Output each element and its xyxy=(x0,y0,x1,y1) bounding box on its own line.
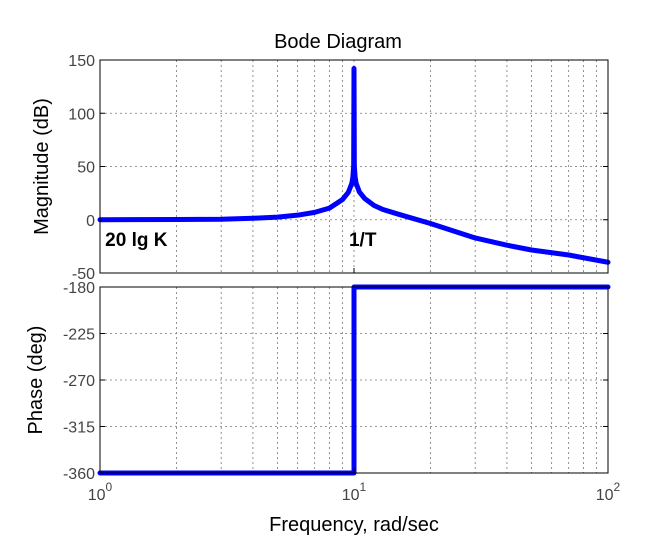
x-axis-label: Frequency, rad/sec xyxy=(269,514,439,535)
ph-y-tick-label: -315 xyxy=(63,420,95,437)
annotation-label: 1/T xyxy=(349,230,377,251)
x-tick-base: 10 xyxy=(596,487,614,504)
magnitude-annotations: 20 lg K 1/T xyxy=(105,230,377,251)
ph-y-tick-label: -360 xyxy=(63,466,95,483)
ph-y-tick-label: -225 xyxy=(63,327,95,344)
magnitude-series xyxy=(97,66,611,265)
x-axis-ticks: 100 101 102 xyxy=(88,268,621,504)
mag-y-tick-label: 150 xyxy=(68,53,95,70)
x-tick-exponent: 0 xyxy=(106,480,113,494)
x-tick-base: 10 xyxy=(342,487,360,504)
magnitude-grid xyxy=(100,60,608,273)
chart-title: Bode Diagram xyxy=(274,31,402,53)
phase-panel: -180 -225 -270 -315 -360 Phase (deg) xyxy=(25,280,611,483)
x-tick-label: 100 xyxy=(88,480,113,504)
mag-y-tick-label: -50 xyxy=(72,266,95,283)
x-tick-exponent: 1 xyxy=(360,480,367,494)
ph-y-tick-label: -270 xyxy=(63,373,95,390)
x-tick-label: 101 xyxy=(342,480,367,504)
mag-y-tick-label: 100 xyxy=(68,106,95,123)
magnitude-panel: 150 100 50 0 -50 20 lg K 1/T Magnitude (dB) xyxy=(31,53,611,283)
phase-y-axis-label: Phase (deg) xyxy=(25,326,47,435)
magnitude-y-ticks: 150 100 50 0 -50 xyxy=(68,53,608,283)
phase-y-ticks: -180 -225 -270 -315 -360 xyxy=(63,280,608,483)
mag-series-line xyxy=(97,66,611,265)
annotation-label: 20 lg K xyxy=(105,230,168,251)
magnitude-y-axis-label: Magnitude (dB) xyxy=(31,98,53,235)
x-tick-base: 10 xyxy=(88,487,106,504)
mag-y-tick-label: 0 xyxy=(86,213,95,230)
ph-y-tick-label: -180 xyxy=(63,280,95,297)
x-tick-label: 102 xyxy=(596,480,621,504)
x-tick-exponent: 2 xyxy=(614,480,621,494)
mag-y-tick-label: 50 xyxy=(77,160,95,177)
